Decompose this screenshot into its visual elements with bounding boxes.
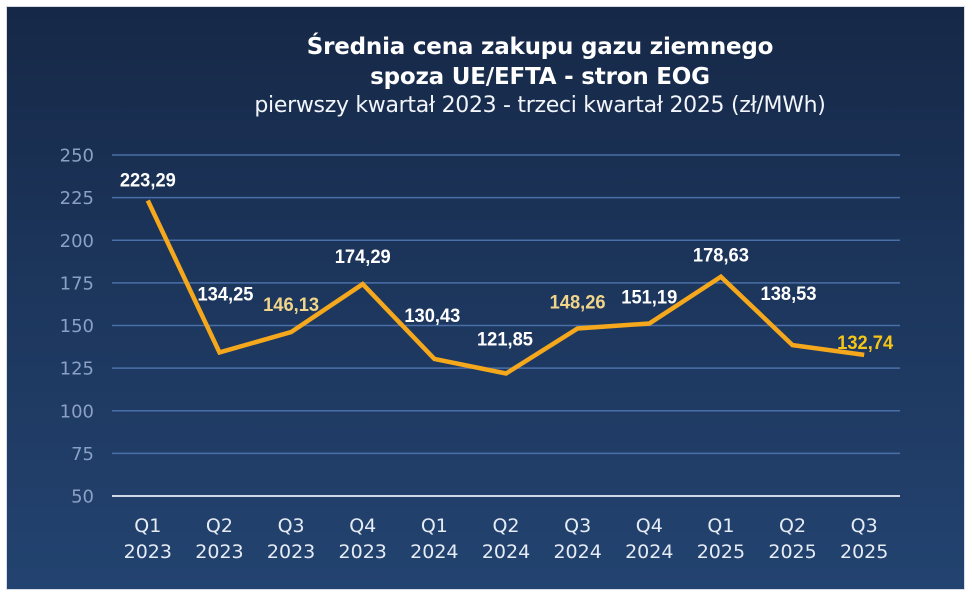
x-tick-quarter: Q1 <box>707 515 734 537</box>
y-tick-label: 175 <box>60 273 94 294</box>
x-tick-year: 2025 <box>768 541 816 563</box>
x-tick-quarter: Q1 <box>421 515 448 537</box>
data-label: 138,53 <box>761 284 817 305</box>
gridlines <box>112 154 900 497</box>
x-axis-ticks: Q1 2023 Q2 2023 Q3 2023 Q4 2023 Q1 2024 Q2 2024 Q3 20… <box>124 515 889 563</box>
data-label: 130,43 <box>404 306 460 327</box>
chart-panel <box>6 6 965 590</box>
chart-title-line1: Średnia cena zakupu gazu ziemnego <box>306 34 774 60</box>
data-label: 151,19 <box>621 287 677 308</box>
data-label: 134,25 <box>197 284 253 305</box>
data-labels: 223,29 134,25 146,13 174,29 130,43 121,85 148,… <box>120 171 894 354</box>
x-tick-quarter: Q4 <box>636 515 663 537</box>
y-tick-label: 150 <box>60 316 94 337</box>
x-tick-year: 2025 <box>840 541 888 563</box>
price-line <box>145 199 865 376</box>
y-tick-label: 250 <box>60 146 94 167</box>
x-tick-year: 2023 <box>124 541 172 563</box>
x-tick-quarter: Q2 <box>779 515 806 537</box>
x-tick-quarter: Q4 <box>349 515 376 537</box>
x-tick-year: 2025 <box>697 541 745 563</box>
data-label: 223,29 <box>120 171 176 192</box>
chart-subtitle: pierwszy kwartał 2023 - trzeci kwartał 2… <box>254 93 826 118</box>
data-label: 174,29 <box>335 247 391 268</box>
x-tick-year: 2023 <box>195 541 243 563</box>
x-tick-quarter: Q3 <box>851 515 878 537</box>
chart-title-line2: spoza UE/EFTA - stron EOG <box>370 64 710 90</box>
x-tick-year: 2024 <box>410 541 458 563</box>
y-tick-label: 225 <box>60 188 94 209</box>
x-tick-quarter: Q3 <box>564 515 591 537</box>
x-tick-quarter: Q3 <box>278 515 305 537</box>
x-tick-year: 2024 <box>625 541 673 563</box>
x-tick-year: 2023 <box>339 541 387 563</box>
y-tick-label: 200 <box>60 231 94 252</box>
y-tick-label: 100 <box>60 401 94 422</box>
data-label: 132,74 <box>837 333 893 354</box>
x-tick-year: 2024 <box>553 541 601 563</box>
y-tick-label: 75 <box>71 444 94 465</box>
x-tick-year: 2024 <box>482 541 530 563</box>
data-label: 178,63 <box>693 246 749 267</box>
y-axis-ticks: 50 75 100 125 150 175 200 225 250 <box>60 146 94 508</box>
x-tick-year: 2023 <box>267 541 315 563</box>
data-label: 146,13 <box>263 295 319 316</box>
x-tick-quarter: Q2 <box>492 515 519 537</box>
y-tick-label: 125 <box>60 359 94 380</box>
data-label: 148,26 <box>550 292 606 313</box>
x-tick-quarter: Q1 <box>134 515 161 537</box>
data-label: 121,85 <box>477 329 533 350</box>
y-tick-label: 50 <box>71 487 94 508</box>
x-tick-quarter: Q2 <box>206 515 233 537</box>
